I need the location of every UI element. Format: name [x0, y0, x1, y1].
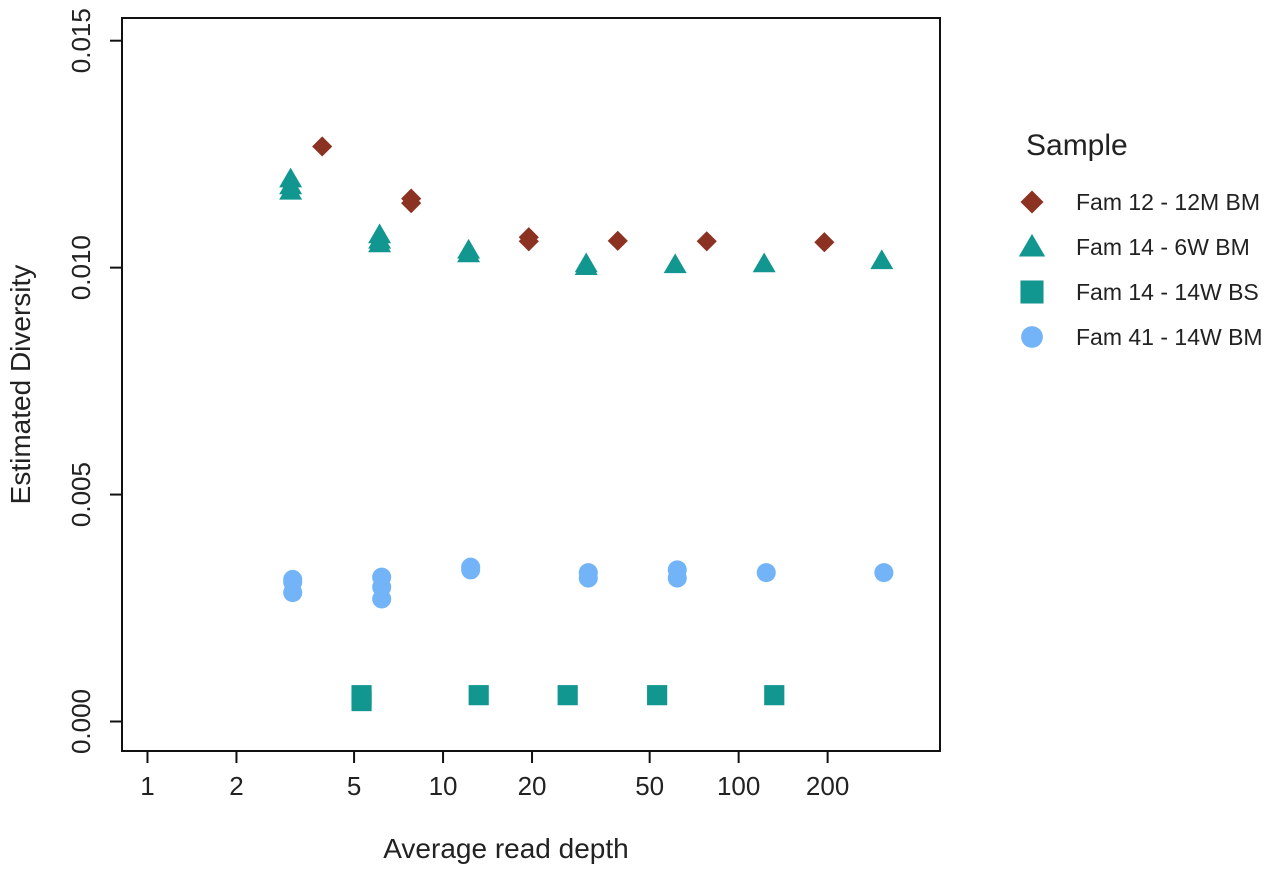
legend-label: Fam 14 - 6W BM	[1076, 234, 1250, 260]
legend-marker-triangle	[1018, 233, 1046, 257]
data-point-square	[468, 685, 489, 706]
legend-label: Fam 12 - 12M BM	[1076, 189, 1260, 215]
data-point-triangle	[752, 252, 776, 273]
x-tick-label: 100	[717, 771, 760, 801]
legend-marker-diamond	[1020, 190, 1044, 214]
x-tick-label: 5	[347, 771, 361, 801]
data-point-triangle	[279, 179, 303, 200]
data-point-circle	[667, 568, 687, 588]
data-point-circle	[874, 563, 894, 583]
x-tick-label: 50	[635, 771, 664, 801]
data-point-diamond	[696, 231, 717, 252]
data-point-circle	[578, 568, 598, 588]
y-tick-label: 0.010	[66, 235, 96, 300]
data-point-square	[764, 685, 785, 706]
x-tick-label: 20	[518, 771, 547, 801]
x-axis-title: Average read depth	[383, 833, 628, 864]
x-tick-label: 10	[429, 771, 458, 801]
data-point-diamond	[401, 193, 422, 214]
data-point-triangle	[870, 249, 894, 270]
y-axis-title: Estimated Diversity	[5, 265, 36, 505]
data-point-diamond	[814, 232, 835, 253]
data-point-circle	[372, 589, 392, 609]
data-point-triangle	[574, 255, 598, 275]
data-point-triangle	[663, 253, 687, 274]
data-point-triangle	[368, 232, 392, 253]
data-point-square	[351, 690, 372, 712]
legend-label: Fam 14 - 14W BS	[1076, 279, 1259, 305]
data-point-diamond	[518, 231, 539, 252]
legend-marker-square	[1020, 280, 1044, 304]
y-tick-label: 0.000	[66, 689, 96, 754]
data-point-triangle	[457, 242, 481, 263]
data-point-diamond	[312, 136, 333, 157]
y-tick-label: 0.005	[66, 462, 96, 527]
data-point-square	[557, 685, 578, 706]
data-point-circle	[461, 560, 481, 580]
data-point-circle	[283, 583, 303, 603]
legend-marker-circle	[1021, 326, 1043, 348]
data-point-circle	[756, 563, 776, 583]
data-point-diamond	[607, 230, 628, 251]
plot-frame	[121, 17, 941, 752]
x-tick-label: 2	[229, 771, 243, 801]
x-tick-label: 1	[140, 771, 154, 801]
legend-label: Fam 41 - 14W BM	[1076, 324, 1263, 350]
legend-title: Sample	[1026, 129, 1128, 162]
data-point-square	[647, 685, 668, 706]
x-tick-label: 200	[806, 771, 849, 801]
y-tick-label: 0.015	[66, 8, 96, 73]
